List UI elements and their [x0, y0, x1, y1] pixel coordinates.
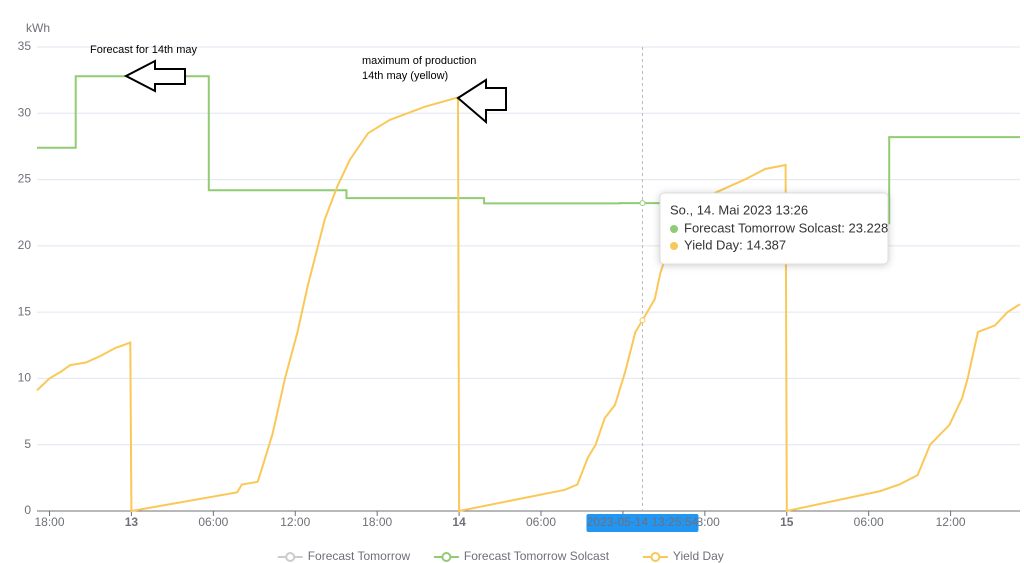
- axis-pointer-label-bg: [586, 514, 699, 532]
- x-tick-label: 18:00: [362, 515, 392, 529]
- x-tick-label: 18:00: [34, 515, 64, 529]
- tooltip-item: Yield Day: 14.387: [684, 237, 786, 252]
- tooltip-dot: [670, 242, 678, 250]
- legend-label[interactable]: Forecast Tomorrow: [308, 549, 411, 563]
- x-tick-label: 15: [780, 515, 794, 529]
- tooltip-box: [659, 192, 889, 265]
- axis-pointer-label: 2023-05-14 13:25:54: [587, 515, 699, 529]
- y-tick-label: 5: [24, 437, 31, 451]
- arrow: [123, 59, 186, 93]
- y-tick-label: 35: [18, 39, 32, 53]
- plot: 0 5 10 15 20 25 30 35 18:00 13 06:00 12:00 18:00 14 06…: [18, 39, 1021, 563]
- tooltip-title: So., 14. Mai 2023 13:26: [670, 202, 808, 217]
- tooltip-dot: [670, 225, 678, 233]
- tooltip-item: Forecast Tomorrow Solcast: 23.228: [684, 220, 888, 235]
- y-tick-label: 25: [18, 172, 32, 186]
- x-tick-label: 13: [125, 515, 139, 529]
- legend: Forecast Tomorrow Forecast Tomorrow Solca…: [277, 549, 724, 563]
- x-tick-label: 14: [452, 515, 466, 529]
- x-tick-label: 06:00: [198, 515, 228, 529]
- hover-point: [639, 317, 646, 324]
- x-tick-label: 12:00: [936, 515, 966, 529]
- x-tick-label: 06:00: [854, 515, 884, 529]
- overlay: Forecast for 14th may maximum of product…: [90, 44, 507, 125]
- y-tick-label: 10: [18, 371, 32, 385]
- x-tick-label: 06:00: [526, 515, 556, 529]
- legend-label[interactable]: Yield Day: [673, 549, 724, 563]
- x-tick-label: 12:00: [280, 515, 310, 529]
- legend-marker: [441, 552, 452, 562]
- annotation: 14th may (yellow): [362, 70, 448, 82]
- y-tick-label: 15: [18, 304, 32, 318]
- y-unit: kWh: [26, 21, 50, 35]
- legend-label[interactable]: Forecast Tomorrow Solcast: [464, 549, 610, 563]
- y-tick-label: 0: [24, 503, 31, 517]
- y-tick-label: 20: [18, 238, 32, 252]
- series-line: [36, 96, 1021, 513]
- annotation: Forecast for 14th may: [90, 44, 197, 56]
- y-tick-label: 30: [18, 105, 32, 119]
- legend-marker: [650, 552, 661, 562]
- hover-point: [639, 200, 646, 207]
- arrow: [456, 78, 507, 125]
- tooltip: So., 14. Mai 2023 13:26 Forecast Tomorrow…: [659, 192, 889, 265]
- annotation: maximum of production: [362, 55, 476, 67]
- legend-marker: [285, 552, 296, 562]
